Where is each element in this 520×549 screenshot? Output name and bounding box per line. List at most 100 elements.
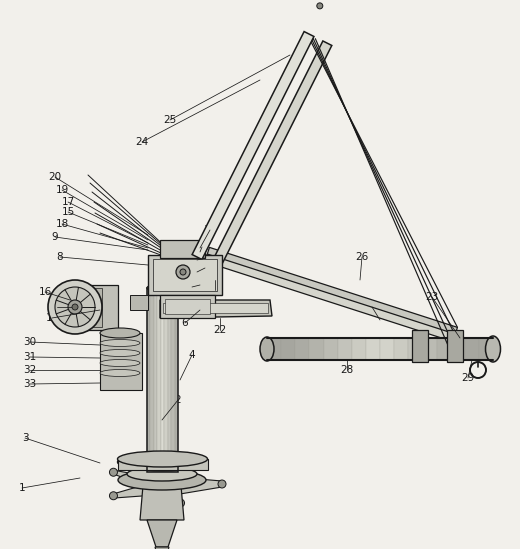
Text: 17: 17	[61, 197, 75, 207]
Circle shape	[68, 300, 82, 314]
Text: 19: 19	[55, 185, 69, 195]
Polygon shape	[337, 338, 352, 360]
Circle shape	[48, 280, 102, 334]
Polygon shape	[112, 481, 158, 498]
Text: 2: 2	[175, 395, 181, 405]
Text: 25: 25	[163, 115, 177, 125]
Polygon shape	[100, 333, 142, 390]
Polygon shape	[171, 288, 175, 472]
Polygon shape	[451, 338, 465, 360]
Polygon shape	[112, 470, 158, 491]
Polygon shape	[155, 547, 169, 549]
Text: 20: 20	[48, 172, 61, 182]
Circle shape	[177, 499, 185, 507]
Ellipse shape	[100, 328, 140, 338]
Text: 7: 7	[189, 282, 196, 292]
Ellipse shape	[118, 451, 207, 467]
Polygon shape	[157, 464, 184, 485]
Polygon shape	[436, 338, 451, 360]
Polygon shape	[323, 338, 337, 360]
Polygon shape	[394, 338, 408, 360]
Ellipse shape	[260, 337, 274, 361]
Polygon shape	[447, 330, 463, 362]
Polygon shape	[158, 288, 161, 472]
Polygon shape	[161, 288, 164, 472]
Polygon shape	[153, 259, 217, 291]
Circle shape	[317, 3, 323, 9]
Polygon shape	[479, 338, 493, 360]
Polygon shape	[147, 520, 177, 547]
Polygon shape	[147, 288, 150, 472]
Text: 27: 27	[366, 302, 379, 312]
Text: 29: 29	[461, 373, 475, 383]
Text: 3: 3	[22, 433, 28, 443]
Circle shape	[109, 468, 118, 476]
Polygon shape	[118, 459, 207, 470]
Text: 23: 23	[425, 292, 439, 302]
Ellipse shape	[486, 336, 500, 362]
Circle shape	[55, 287, 95, 327]
Text: 13: 13	[203, 225, 217, 235]
Text: 5: 5	[54, 302, 60, 312]
Polygon shape	[160, 295, 215, 318]
Polygon shape	[366, 338, 380, 360]
Polygon shape	[85, 285, 118, 330]
Polygon shape	[352, 338, 366, 360]
Polygon shape	[163, 303, 268, 313]
Polygon shape	[85, 288, 102, 327]
Polygon shape	[154, 288, 158, 472]
Polygon shape	[164, 288, 167, 472]
Ellipse shape	[100, 350, 140, 356]
Text: 12: 12	[196, 242, 209, 252]
Polygon shape	[412, 330, 428, 362]
Polygon shape	[160, 240, 205, 258]
Polygon shape	[130, 295, 148, 310]
Text: 28: 28	[341, 365, 354, 375]
Polygon shape	[150, 288, 154, 472]
Polygon shape	[167, 288, 171, 472]
Text: 24: 24	[135, 137, 149, 147]
Polygon shape	[267, 338, 281, 360]
Circle shape	[177, 461, 185, 469]
Text: 9: 9	[51, 232, 58, 242]
Text: 32: 32	[23, 365, 36, 375]
Circle shape	[72, 304, 78, 310]
Text: 8: 8	[57, 252, 63, 262]
Text: 18: 18	[55, 219, 69, 229]
Circle shape	[180, 269, 186, 275]
Polygon shape	[160, 300, 272, 318]
Polygon shape	[422, 338, 436, 360]
Circle shape	[176, 265, 190, 279]
Text: 33: 33	[23, 379, 36, 389]
Text: 21: 21	[209, 275, 222, 285]
Text: 26: 26	[355, 252, 369, 262]
Text: 4: 4	[189, 350, 196, 360]
Polygon shape	[309, 338, 323, 360]
Ellipse shape	[118, 453, 207, 471]
Text: 31: 31	[23, 352, 36, 362]
Ellipse shape	[147, 284, 178, 292]
Ellipse shape	[100, 369, 140, 377]
Polygon shape	[380, 338, 394, 360]
Text: 10: 10	[190, 267, 203, 277]
Text: 6: 6	[181, 318, 188, 328]
Text: 30: 30	[23, 337, 36, 347]
Text: 1: 1	[19, 483, 25, 493]
Polygon shape	[207, 248, 458, 335]
Ellipse shape	[118, 470, 206, 490]
Circle shape	[218, 480, 226, 488]
Text: 14: 14	[45, 313, 59, 323]
Circle shape	[109, 492, 118, 500]
Polygon shape	[165, 299, 210, 314]
Polygon shape	[175, 288, 178, 472]
Polygon shape	[140, 474, 184, 520]
Text: 11: 11	[190, 255, 204, 265]
Polygon shape	[205, 254, 456, 341]
Ellipse shape	[100, 360, 140, 367]
Polygon shape	[174, 477, 222, 495]
Text: 15: 15	[61, 207, 75, 217]
Polygon shape	[211, 41, 332, 268]
Polygon shape	[408, 338, 422, 360]
Polygon shape	[157, 487, 184, 504]
Text: 22: 22	[213, 325, 227, 335]
